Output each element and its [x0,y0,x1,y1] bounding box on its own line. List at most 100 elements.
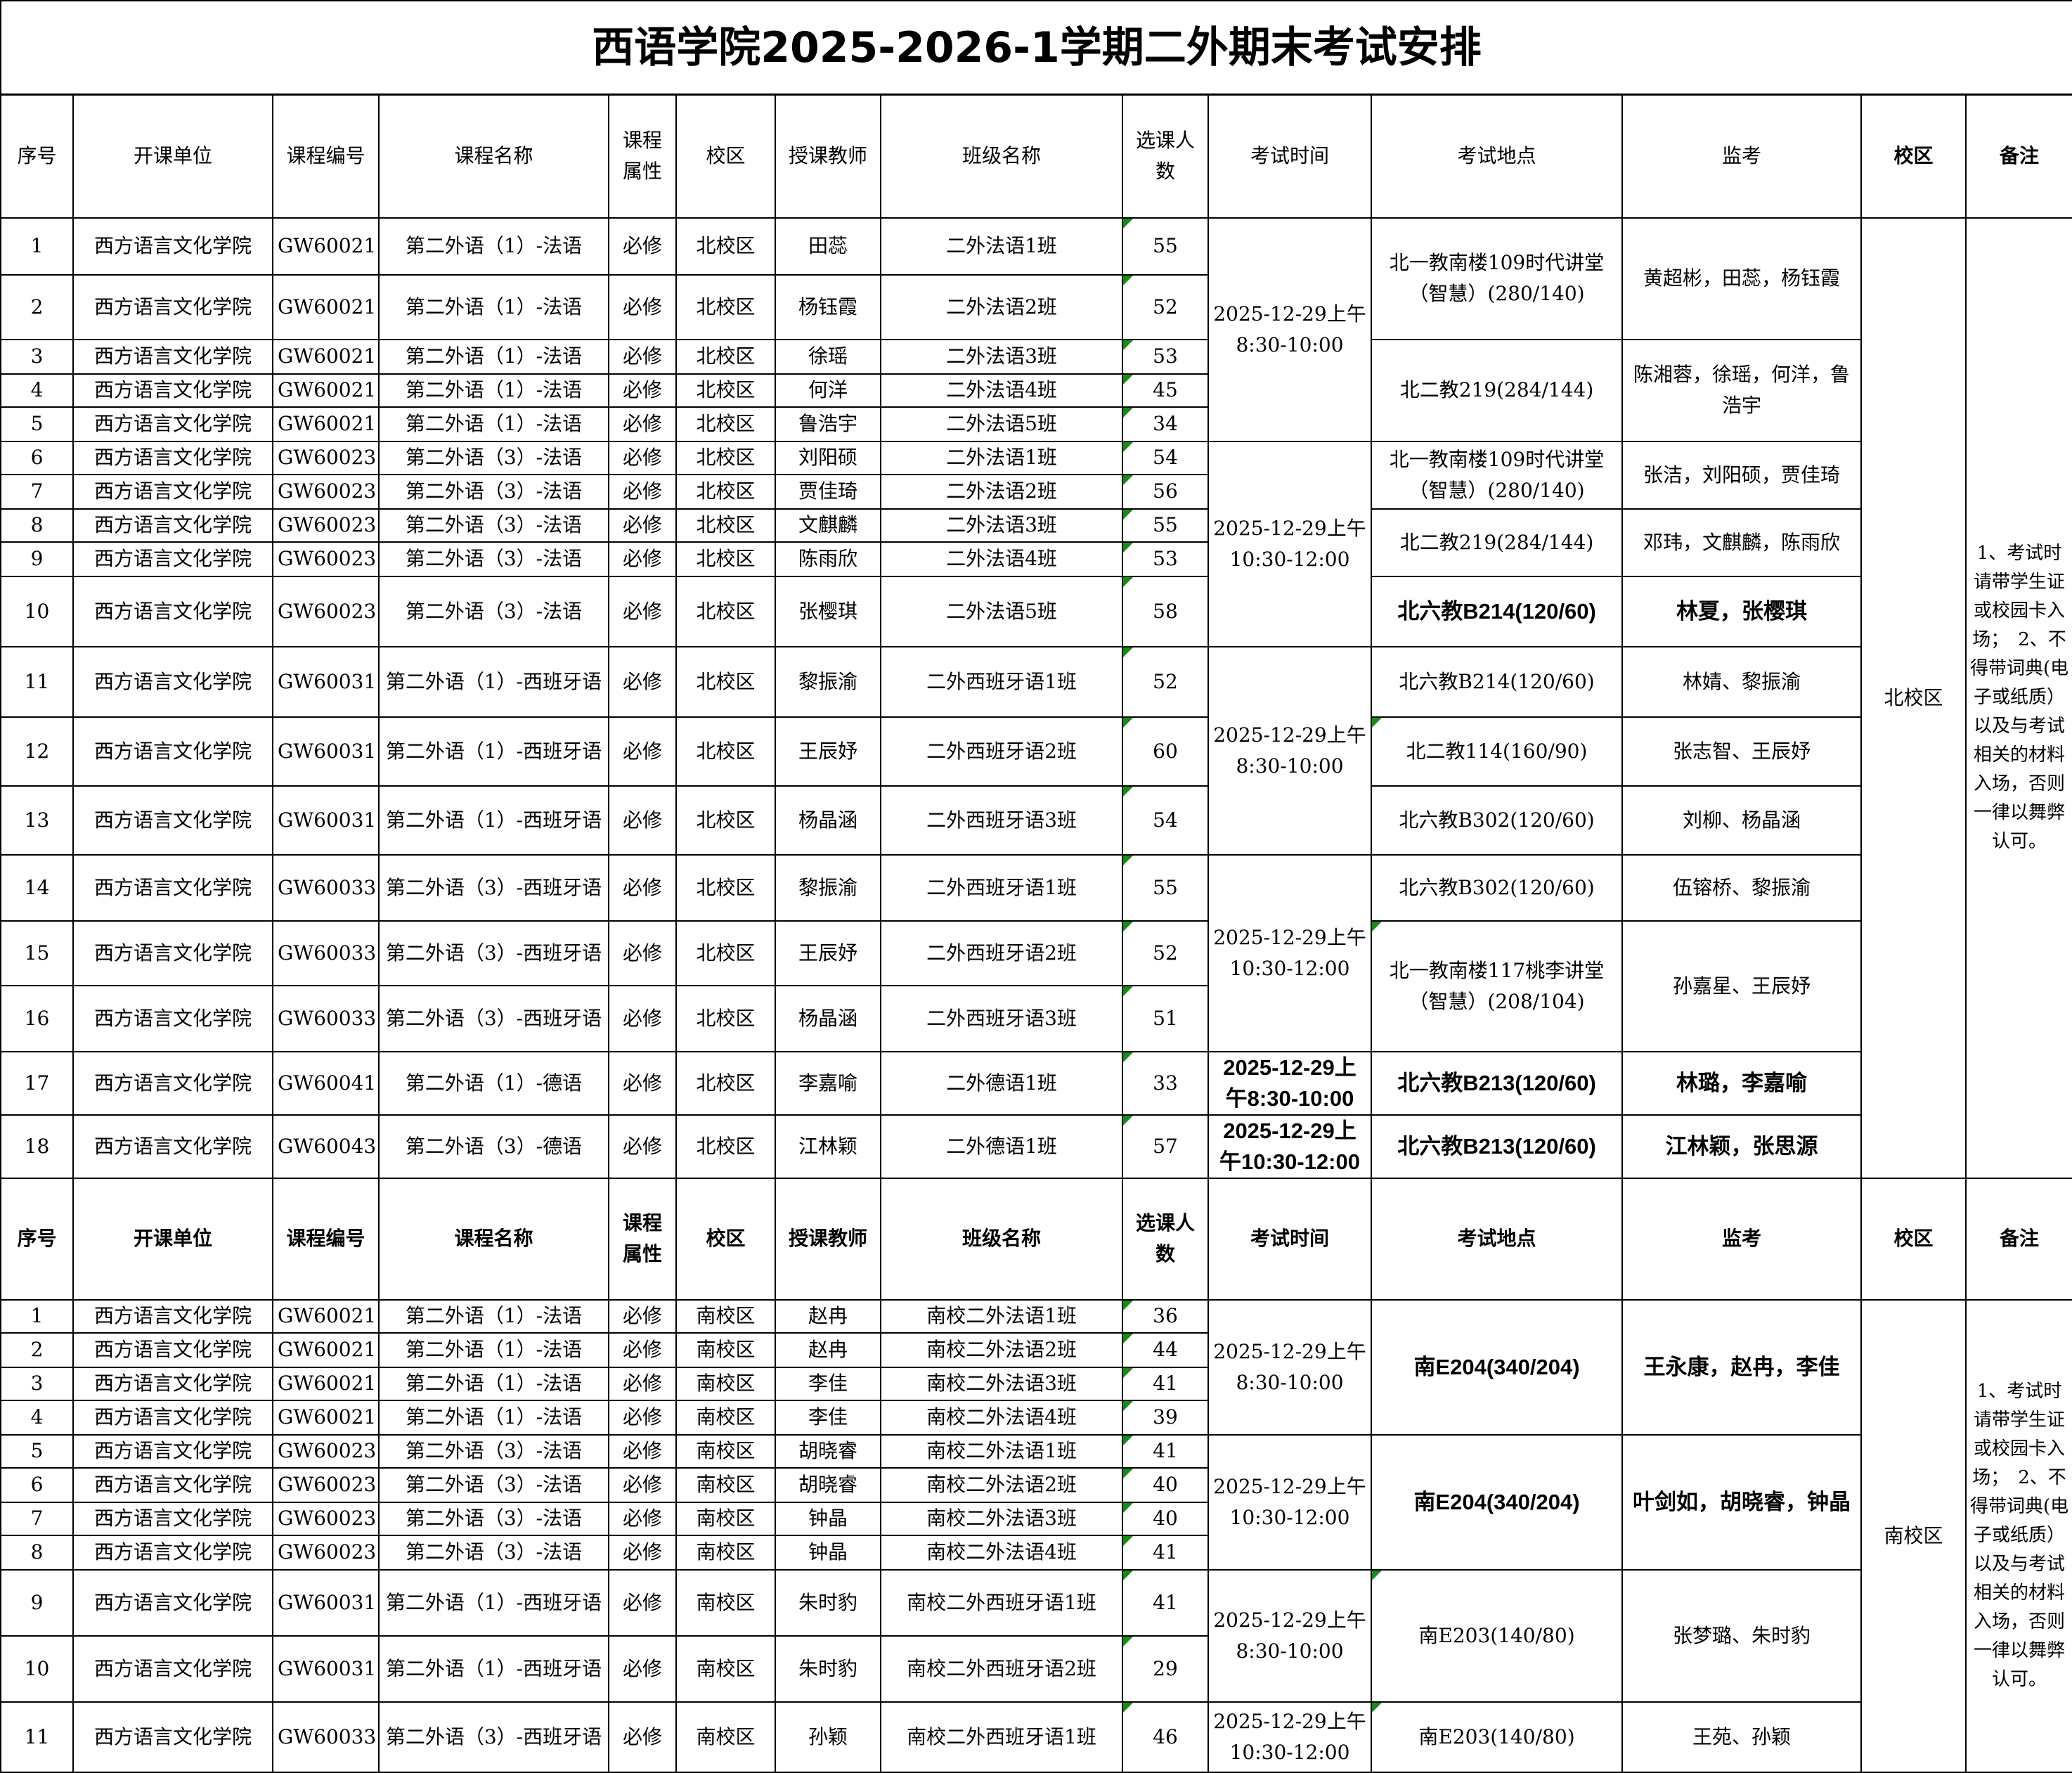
exam-time: 2025-12-29上午 10:30-12:00 [1207,853,1372,1052]
row-number: 2 [0,1332,74,1368]
offering-unit: 西方语言文化学院 [72,473,273,510]
enrollment: 46 [1122,1701,1209,1773]
course-code: GW60023 [272,440,380,475]
campus: 南校区 [675,1332,776,1368]
course-code: GW60021 [272,373,380,408]
enrollment: 52 [1122,920,1209,986]
campus: 北校区 [675,508,776,543]
table-row: 4 西方语言文化学院 GW60021 第二外语（1）-法语 必修 南校区 李佳 南校二外法语4… [0,1399,2072,1436]
header-teacher: 授课教师 [775,1177,881,1301]
header-unit: 开课单位 [72,94,273,219]
header-teacher: 授课教师 [775,94,881,219]
teacher: 孙颖 [775,1701,881,1773]
course-code: GW60021 [272,1399,380,1436]
row-number: 7 [0,1501,74,1536]
table-row: 16 西方语言文化学院 GW60033 第二外语（3）-西班牙语 必修 北校区 杨晶涵 二外西… [0,984,2072,1052]
course-code: GW60023 [272,1433,380,1469]
enrollment: 36 [1122,1298,1209,1334]
class-name: 南校二外法语4班 [880,1534,1123,1571]
header-enrollment: 选课人数 [1122,94,1209,219]
course-name: 第二外语（3）-德语 [378,1114,609,1179]
row-number: 4 [0,1399,74,1436]
exam-location: 北六教B214(120/60) [1371,645,1623,718]
enrollment: 57 [1122,1114,1209,1179]
header-course-type: 课程属性 [608,1177,677,1301]
proctor: 张梦璐、朱时豹 [1621,1568,1862,1703]
row-number: 9 [0,541,74,577]
class-name: 南校二外法语3班 [880,1366,1123,1401]
enrollment: 41 [1122,1568,1209,1637]
campus: 北校区 [675,785,776,856]
table-row: 4 西方语言文化学院 GW60021 第二外语（1）-法语 必修 北校区 何洋 二外法语4班 4… [0,373,2072,408]
class-name: 南校二外法语1班 [880,1298,1123,1334]
exam-location: 南E204(340/204) [1371,1433,1623,1571]
course-code: GW60031 [272,645,380,718]
exam-location: 北二教219(284/144) [1371,508,1623,577]
course-name: 第二外语（3）-西班牙语 [378,1701,609,1773]
table-row: 8 西方语言文化学院 GW60023 第二外语（3）-法语 必修 北校区 文麒麟 二外法语3班… [0,508,2072,577]
course-type: 必修 [608,217,677,276]
header-no: 序号 [0,1177,74,1301]
proctor: 邓玮，文麒麟，陈雨欣 [1621,508,1862,577]
campus: 北校区 [675,645,776,718]
course-code: GW60021 [272,273,380,340]
course-type: 必修 [608,541,677,577]
course-type: 必修 [608,920,677,986]
header-no: 序号 [0,94,74,219]
class-name: 南校二外法语2班 [880,1332,1123,1368]
course-code: GW60021 [272,1332,380,1368]
row-number: 6 [0,440,74,475]
teacher: 王辰妤 [775,920,881,986]
offering-unit: 西方语言文化学院 [72,1399,273,1436]
row-number: 3 [0,1366,74,1401]
course-name: 第二外语（1）-西班牙语 [378,1568,609,1637]
enrollment: 54 [1122,785,1209,856]
course-type: 必修 [608,645,677,718]
table-row: 7 西方语言文化学院 GW60023 第二外语（3）-法语 必修 南校区 钟晶 南校二外法语3… [0,1501,2072,1536]
campus: 北校区 [675,1114,776,1179]
campus: 北校区 [675,273,776,340]
exam-location: 南E203(140/80) [1371,1701,1623,1773]
table-row: 7 西方语言文化学院 GW60023 第二外语（3）-法语 必修 北校区 贾佳琦 二外法语2班… [0,473,2072,510]
class-name: 二外法语4班 [880,541,1123,577]
course-name: 第二外语（1）-法语 [378,406,609,442]
table-row: 6 西方语言文化学院 GW60023 第二外语（3）-法语 必修 南校区 胡晓睿 南校二外法语… [0,1466,2072,1503]
campus: 北校区 [675,984,776,1052]
course-name: 第二外语（3）-法语 [378,1501,609,1536]
proctor: 张洁，刘阳硕，贾佳琦 [1621,440,1862,510]
header-unit: 开课单位 [72,1177,273,1301]
campus-group: 南校区 [1860,1298,1967,1773]
course-name: 第二外语（1）-法语 [378,1366,609,1401]
course-code: GW60031 [272,1568,380,1637]
class-name: 二外法语4班 [880,373,1123,408]
header-proctor: 监考 [1621,1177,1862,1301]
course-type: 必修 [608,1466,677,1503]
campus: 南校区 [675,1298,776,1334]
row-number: 10 [0,1635,74,1703]
table-row: 3 西方语言文化学院 GW60021 第二外语（1）-法语 必修 南校区 李佳 南校二外法语3… [0,1366,2072,1401]
exam-location: 北六教B213(120/60) [1371,1114,1623,1179]
campus: 南校区 [675,1635,776,1703]
teacher: 刘阳硕 [775,440,881,475]
remarks-note: 1、考试时请带学生证或校园卡入场； 2、不得带词典(电子或纸质）以及与考试相关的… [1964,1298,2072,1773]
teacher: 赵冉 [775,1332,881,1368]
row-number: 1 [0,1298,74,1334]
table-row: 5 西方语言文化学院 GW60021 第二外语（1）-法语 必修 北校区 鲁浩宇 二外法语5班… [0,406,2072,442]
class-name: 二外法语1班 [880,217,1123,276]
course-name: 第二外语（3）-法语 [378,473,609,510]
proctor: 王苑、孙颖 [1621,1701,1862,1773]
enrollment: 60 [1122,716,1209,787]
header-exam-location: 考试地点 [1371,94,1623,219]
teacher: 赵冉 [775,1298,881,1334]
row-number: 2 [0,273,74,340]
enrollment: 55 [1122,853,1209,922]
class-name: 二外西班牙语2班 [880,716,1123,787]
row-number: 14 [0,853,74,922]
table-row: 15 西方语言文化学院 GW60033 第二外语（3）-西班牙语 必修 北校区 王辰妤 二外西… [0,920,2072,1052]
row-number: 5 [0,406,74,442]
course-type: 必修 [608,406,677,442]
exam-time: 2025-12-29上午 8:30-10:00 [1207,1298,1372,1436]
teacher: 黎振渝 [775,645,881,718]
exam-location: 北二教114(160/90) [1371,716,1623,787]
course-code: GW60031 [272,785,380,856]
